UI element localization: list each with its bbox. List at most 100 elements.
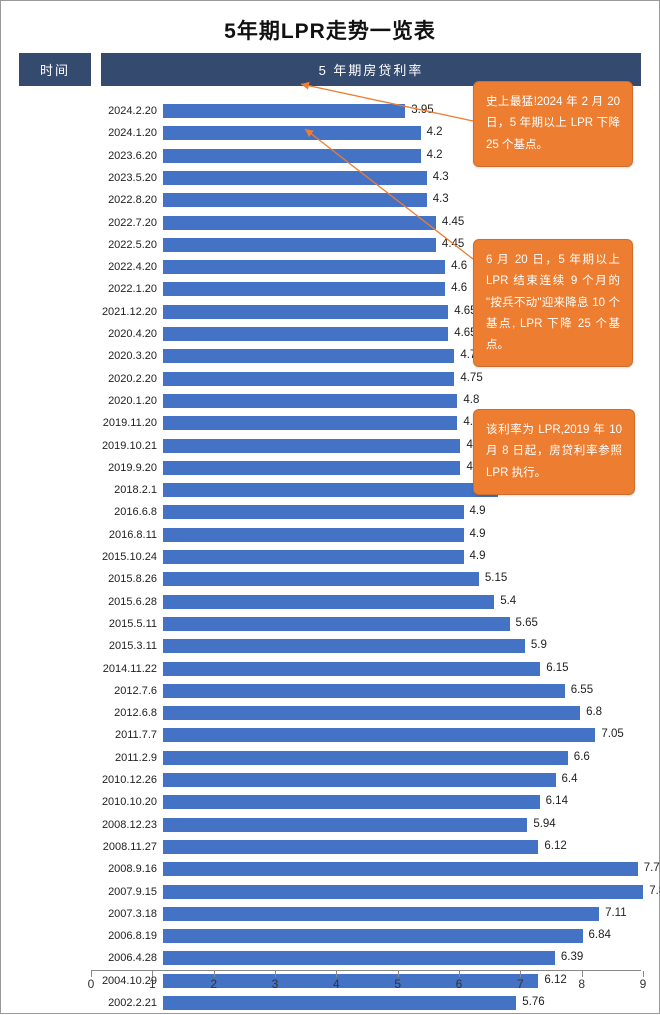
bar <box>163 684 565 698</box>
y-axis-label: 2015.8.26 <box>91 574 157 585</box>
y-axis-label: 2011.2.9 <box>91 753 157 764</box>
bar <box>163 818 527 832</box>
y-axis-label: 2007.9.15 <box>91 887 157 898</box>
bar <box>163 728 595 742</box>
bar-value-label: 7.83 <box>649 886 660 898</box>
bar-value-label: 5.65 <box>516 618 538 630</box>
y-axis-label: 2011.7.7 <box>91 730 157 741</box>
y-axis-label: 2015.6.28 <box>91 597 157 608</box>
bar <box>163 929 583 943</box>
bar <box>163 505 464 519</box>
y-axis-label: 2015.10.24 <box>91 552 157 563</box>
y-axis-label: 2023.5.20 <box>91 173 157 184</box>
x-tick-label: 6 <box>456 977 463 991</box>
bar <box>163 706 580 720</box>
x-tick-label: 9 <box>640 977 647 991</box>
x-tick-label: 0 <box>88 977 95 991</box>
bar <box>163 149 421 163</box>
bar <box>163 439 460 453</box>
bar <box>163 394 457 408</box>
y-axis-label: 2019.10.21 <box>91 441 157 452</box>
bar-value-label: 7.74 <box>644 863 660 875</box>
bar-value-label: 5.9 <box>531 640 547 652</box>
callout-box: 史上最猛!2024 年 2 月 20 日，5 年期以上 LPR 下降 25 个基… <box>473 81 633 167</box>
y-axis-label: 2020.3.20 <box>91 351 157 362</box>
bar <box>163 662 540 676</box>
y-axis-label: 2008.11.27 <box>91 842 157 853</box>
bar <box>163 104 405 118</box>
bar <box>163 461 460 475</box>
bar-value-label: 4.9 <box>470 551 486 563</box>
x-tick-label: 4 <box>333 977 340 991</box>
header-time: 时间 <box>19 53 91 86</box>
bar-value-label: 5.4 <box>500 596 516 608</box>
bar-value-label: 6.55 <box>571 685 593 697</box>
bar-value-label: 4.9 <box>470 529 486 541</box>
y-axis-label: 2010.12.26 <box>91 775 157 786</box>
bar-value-label: 4.3 <box>433 172 449 184</box>
bar <box>163 126 421 140</box>
x-tick-label: 7 <box>517 977 524 991</box>
x-tick-label: 5 <box>394 977 401 991</box>
bar <box>163 550 464 564</box>
bar <box>163 951 555 965</box>
bar <box>163 282 445 296</box>
bar-value-label: 4.2 <box>427 127 443 139</box>
bar-value-label: 4.6 <box>451 261 467 273</box>
bar <box>163 216 436 230</box>
y-axis-label: 2019.9.20 <box>91 463 157 474</box>
y-axis-label: 2022.4.20 <box>91 262 157 273</box>
y-axis-label: 2021.12.20 <box>91 307 157 318</box>
bar <box>163 171 427 185</box>
bar-value-label: 7.05 <box>601 729 623 741</box>
callout-box: 该利率为 LPR,2019 年 10 月 8 日起，房贷利率参照 LPR 执行。 <box>473 409 635 495</box>
plot-region: 2024.2.203.952024.1.204.22023.6.204.2202… <box>91 100 641 970</box>
y-axis-label: 2007.3.18 <box>91 909 157 920</box>
bar <box>163 260 445 274</box>
bar-value-label: 6.15 <box>546 663 568 675</box>
bar <box>163 862 638 876</box>
y-axis-label: 2008.9.16 <box>91 864 157 875</box>
y-axis-label: 2008.12.23 <box>91 820 157 831</box>
bar <box>163 840 538 854</box>
bar <box>163 907 599 921</box>
bar <box>163 639 525 653</box>
x-tick-label: 8 <box>578 977 585 991</box>
y-axis-label: 2024.2.20 <box>91 106 157 117</box>
y-axis-label: 2016.8.11 <box>91 530 157 541</box>
y-axis-label: 2006.4.28 <box>91 953 157 964</box>
bar-value-label: 6.39 <box>561 952 583 964</box>
y-axis-label: 2022.1.20 <box>91 284 157 295</box>
bar <box>163 528 464 542</box>
bar-value-label: 6.6 <box>574 752 590 764</box>
bar <box>163 416 457 430</box>
bar-value-label: 7.11 <box>605 908 627 920</box>
y-axis-label: 2023.6.20 <box>91 151 157 162</box>
bar <box>163 349 454 363</box>
bar-value-label: 4.6 <box>451 283 467 295</box>
bar-value-label: 6.8 <box>586 707 602 719</box>
y-axis-label: 2006.8.19 <box>91 931 157 942</box>
y-axis-label: 2015.3.11 <box>91 641 157 652</box>
bar <box>163 773 556 787</box>
bar-value-label: 4.75 <box>460 373 482 385</box>
y-axis-label: 2012.7.6 <box>91 686 157 697</box>
y-axis-label: 2010.10.20 <box>91 797 157 808</box>
y-axis-label: 2022.8.20 <box>91 195 157 206</box>
bar-value-label: 5.94 <box>533 819 555 831</box>
bar-value-label: 4.2 <box>427 150 443 162</box>
bar <box>163 996 516 1010</box>
bar <box>163 595 494 609</box>
bar-value-label: 4.45 <box>442 217 464 229</box>
bar-value-label: 4.9 <box>470 506 486 518</box>
bar-value-label: 5.15 <box>485 573 507 585</box>
bar-value-label: 6.12 <box>544 841 566 853</box>
chart-area: 2024.2.203.952024.1.204.22023.6.204.2202… <box>19 100 641 998</box>
x-axis: 0123456789 <box>91 970 641 998</box>
bar <box>163 327 448 341</box>
bar <box>163 885 643 899</box>
bar-value-label: 4.45 <box>442 239 464 251</box>
bar-value-label: 3.95 <box>411 105 433 117</box>
bar-value-label: 4.3 <box>433 194 449 206</box>
y-axis-label: 2002.2.21 <box>91 998 157 1009</box>
